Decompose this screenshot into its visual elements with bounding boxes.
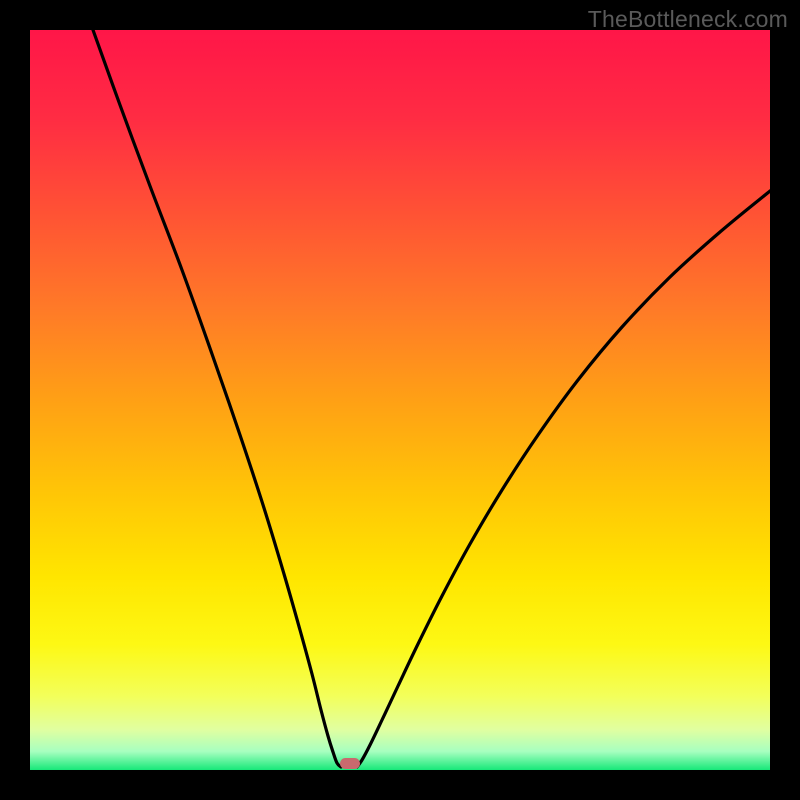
- plot-area: [30, 30, 770, 770]
- optimal-point-marker: [340, 758, 360, 769]
- bottleneck-curve: [30, 30, 770, 770]
- watermark-text: TheBottleneck.com: [588, 6, 788, 33]
